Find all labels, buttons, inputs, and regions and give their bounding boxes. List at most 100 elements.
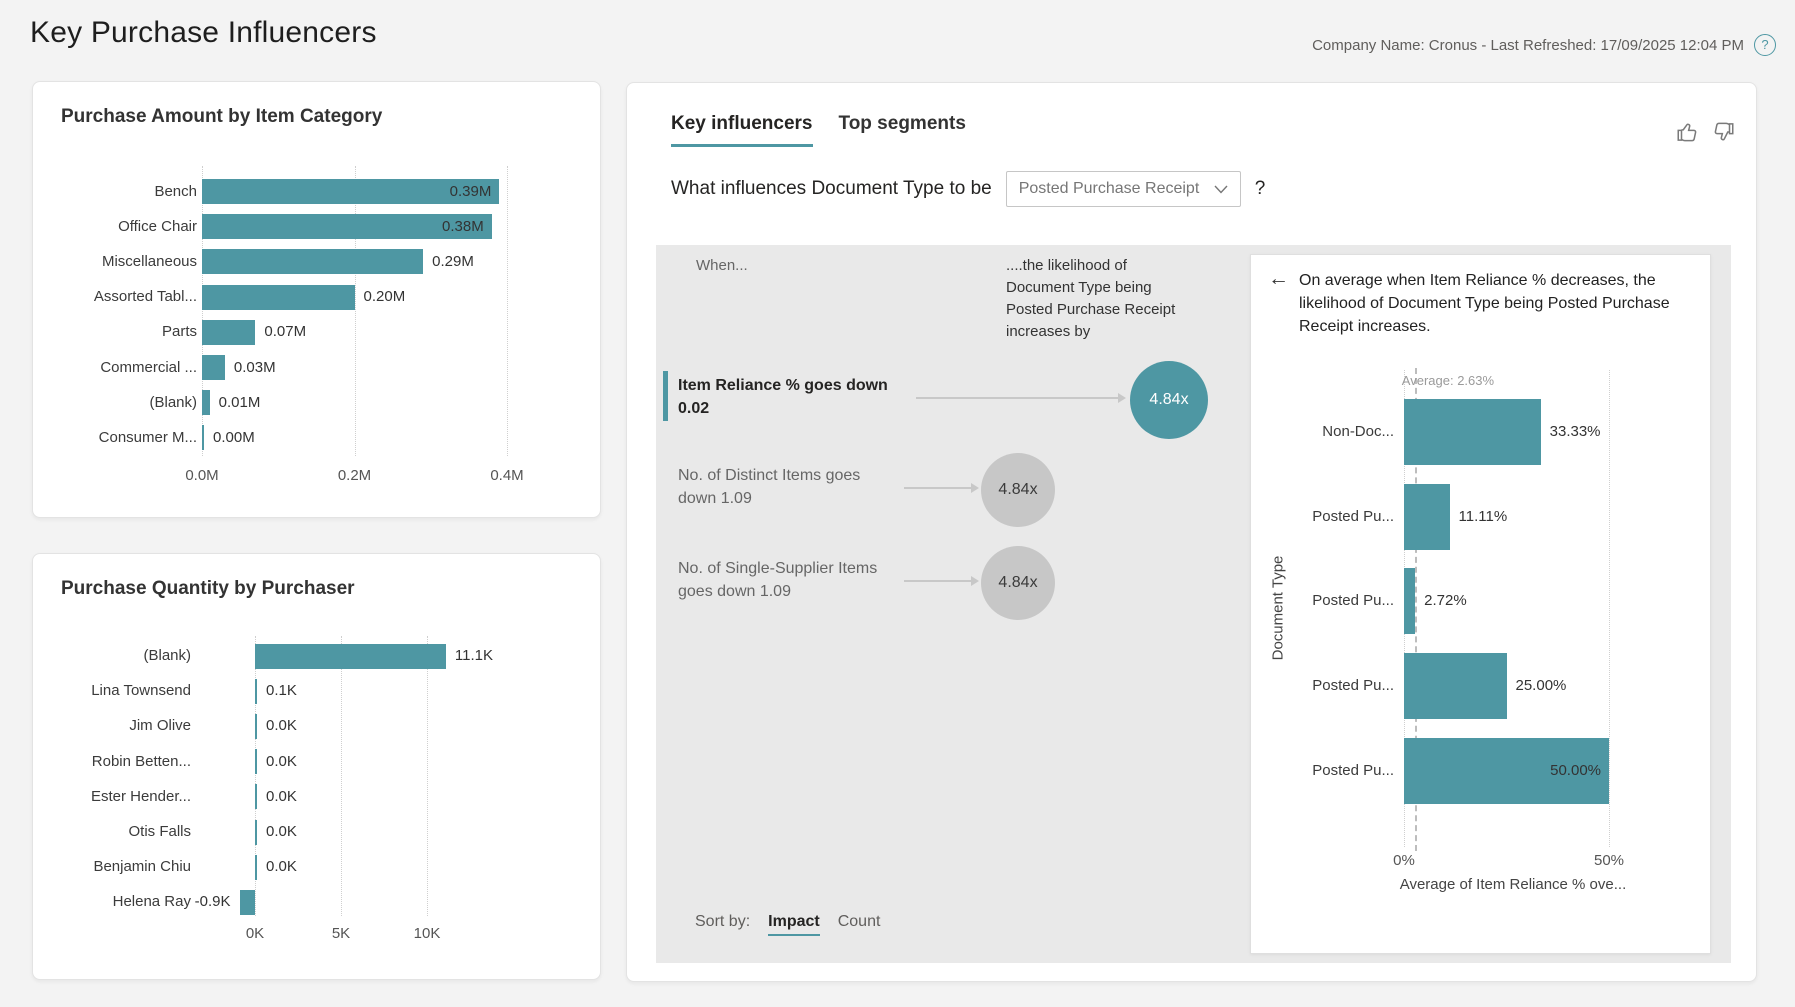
average-line-label: Average: 2.63% — [1401, 373, 1495, 388]
target-value-dropdown[interactable]: Posted Purchase Receipt — [1005, 171, 1241, 207]
sort-by-label: Sort by: — [695, 913, 751, 930]
influence-question: What influences Document Type to be Post… — [671, 171, 1265, 207]
bar[interactable] — [202, 319, 256, 345]
category-label: Assorted Tabl... — [93, 288, 197, 306]
influence-arrow — [904, 580, 971, 582]
category-label: Jim Olive — [129, 717, 191, 735]
value-label: -0.9K — [194, 893, 231, 911]
value-label: 11.1K — [454, 647, 493, 664]
category-label: Non-Doc... — [1322, 423, 1394, 440]
bar[interactable] — [202, 179, 500, 204]
x-axis-tick: 0.4M — [490, 467, 524, 484]
thumbs-up-icon[interactable] — [1675, 119, 1701, 145]
y-axis-title: Document Type — [1269, 555, 1287, 661]
category-label: Robin Betten... — [91, 752, 191, 770]
value-label: 0.0K — [266, 787, 297, 805]
x-axis-tick: 5K — [331, 925, 351, 942]
value-label: 0.39M — [449, 182, 492, 200]
influence-multiplier-bubble[interactable]: 4.84x — [981, 453, 1055, 527]
x-axis-tick: 0% — [1393, 852, 1415, 869]
bar[interactable] — [1404, 737, 1609, 804]
bar-chart-item-reliance-detail: 0% 50% Average: 2.63% Non-Doc... 33.33% Poste… — [1251, 255, 1710, 953]
card-purchase-quantity: Purchase Quantity by Purchaser 0K 5K 10K (B… — [32, 553, 601, 980]
influencer-item[interactable]: No. of Single-Supplier Items goes down 1… — [678, 560, 878, 600]
bar[interactable] — [202, 214, 492, 240]
bar[interactable] — [1404, 653, 1507, 720]
influence-multiplier-bubble[interactable]: 4.84x — [981, 546, 1055, 620]
category-label: Helena Ray — [112, 893, 191, 911]
bar[interactable] — [255, 854, 257, 880]
influencer-item[interactable]: Item Reliance % goes down 0.02 — [678, 377, 888, 417]
help-icon[interactable]: ? — [1754, 34, 1776, 56]
sort-option-impact[interactable]: Impact — [768, 913, 820, 936]
bar[interactable] — [1404, 483, 1450, 550]
chart-title-purchase-quantity: Purchase Quantity by Purchaser — [61, 578, 355, 599]
header-status-area: Company Name: Cronus - Last Refreshed: 1… — [1312, 34, 1776, 56]
category-label: Miscellaneous — [101, 252, 197, 270]
influence-arrow-head — [971, 576, 979, 586]
bar[interactable] — [255, 749, 257, 775]
bar[interactable] — [202, 284, 355, 310]
bar[interactable] — [202, 355, 225, 380]
back-arrow-button[interactable]: ← — [1268, 267, 1289, 290]
axis-gridline — [202, 166, 203, 456]
axis-gridline — [354, 166, 356, 456]
bar[interactable] — [255, 643, 446, 669]
category-label: Bench — [154, 182, 197, 200]
category-label: (Blank) — [149, 393, 197, 411]
value-label: 0.0K — [266, 823, 297, 840]
bar-chart-purchase-quantity: 0K 5K 10K (Blank) 11.1K Lina Townsend 0.1K Jim … — [33, 554, 600, 979]
x-axis-tick: 10K — [413, 925, 441, 942]
bar[interactable] — [255, 784, 257, 810]
bar[interactable] — [202, 249, 424, 275]
bar[interactable] — [1404, 568, 1416, 635]
bar[interactable] — [202, 425, 204, 451]
value-label: 0.00M — [213, 428, 255, 446]
thumbs-down-icon[interactable] — [1710, 119, 1736, 145]
page-title: Key Purchase Influencers — [30, 16, 377, 49]
sort-by-row: Sort by: Impact Count — [695, 913, 880, 936]
value-label: 2.72% — [1424, 592, 1467, 610]
influence-arrow — [904, 487, 971, 489]
tab-key-influencers[interactable]: Key influencers — [671, 113, 813, 147]
dropdown-selected-value: Posted Purchase Receipt — [1018, 180, 1200, 197]
category-label: Commercial ... — [100, 358, 197, 376]
value-label: 0.29M — [432, 252, 474, 270]
bar[interactable] — [1404, 399, 1541, 465]
influence-arrow — [916, 397, 1118, 399]
chevron-down-icon — [1214, 185, 1228, 194]
axis-gridline — [341, 636, 342, 916]
question-prefix: What influences Document Type to be — [671, 178, 992, 199]
category-label: Consumer M... — [98, 428, 197, 446]
feedback-icons — [1675, 119, 1736, 145]
category-label: Posted Pu... — [1312, 507, 1394, 525]
influence-arrow-head — [1118, 393, 1126, 403]
bar[interactable] — [255, 678, 257, 704]
axis-gridline — [427, 636, 428, 916]
value-label: 0.20M — [363, 288, 406, 306]
value-label: 0.1K — [266, 682, 297, 700]
influence-multiplier-bubble[interactable]: 4.84x — [1130, 361, 1208, 439]
value-label: 0.03M — [233, 358, 276, 376]
bar[interactable] — [255, 819, 257, 845]
category-label: Ester Hender... — [90, 787, 191, 805]
card-key-influencers: Key influencers Top segments What influen… — [626, 82, 1757, 982]
average-reference-line — [1414, 368, 1417, 851]
tab-top-segments[interactable]: Top segments — [838, 113, 966, 134]
value-label: 25.00% — [1515, 677, 1567, 695]
bar[interactable] — [255, 713, 257, 739]
bar[interactable] — [239, 889, 255, 915]
bar[interactable] — [202, 390, 210, 416]
sort-option-count[interactable]: Count — [837, 913, 881, 930]
value-label: 11.11% — [1458, 507, 1508, 525]
x-axis-tick: 50% — [1593, 852, 1625, 869]
value-label: 0.01M — [218, 393, 261, 411]
category-label: Lina Townsend — [91, 682, 191, 700]
value-label: 0.07M — [264, 323, 307, 341]
category-label: Posted Pu... — [1312, 761, 1394, 779]
when-label: When... — [696, 257, 748, 274]
value-label: 33.33% — [1549, 423, 1601, 440]
influencer-item[interactable]: No. of Distinct Items goes down 1.09 — [678, 467, 861, 507]
category-label: Posted Pu... — [1312, 592, 1394, 610]
